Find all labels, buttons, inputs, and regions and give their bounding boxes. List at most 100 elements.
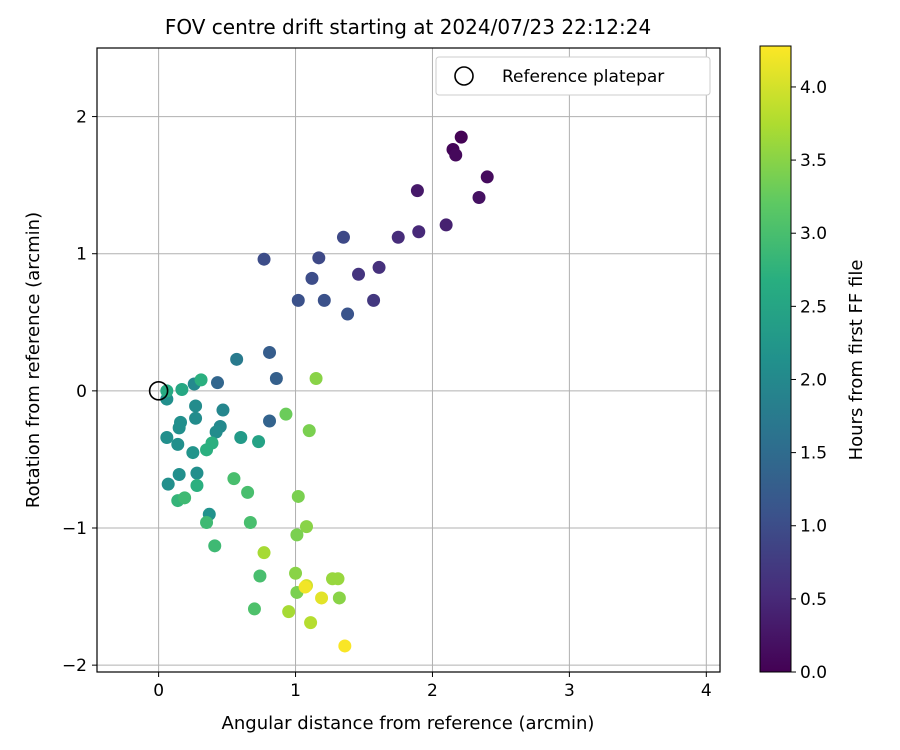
data-point [186, 446, 200, 460]
data-point [171, 437, 185, 451]
data-point [317, 293, 331, 307]
legend: Reference platepar [435, 56, 711, 96]
y-tick-label: 2 [76, 108, 87, 128]
colorbar-gradient [759, 45, 792, 673]
data-point [336, 230, 350, 244]
x-tick-label: 1 [290, 681, 301, 701]
data-point [216, 403, 230, 417]
data-point [269, 372, 283, 386]
y-tick-label: −1 [62, 519, 87, 539]
data-point [341, 307, 355, 321]
data-point [227, 472, 241, 486]
data-point [194, 373, 208, 387]
data-point [172, 421, 186, 435]
reference-layer [148, 381, 169, 401]
data-point [161, 477, 175, 491]
x-axis-label: Angular distance from reference (arcmin) [222, 713, 595, 734]
colorbar-tick-label: 3.0 [800, 224, 827, 244]
data-point [332, 591, 346, 605]
data-point [230, 352, 244, 366]
data-point [263, 345, 277, 359]
data-point [190, 466, 204, 480]
colorbar-tick-label: 0.5 [800, 590, 827, 610]
data-point [243, 516, 257, 530]
y-tick-label: 1 [76, 245, 87, 265]
data-point [210, 376, 224, 390]
colorbar-tick-label: 4.0 [800, 78, 827, 98]
data-point [391, 230, 405, 244]
data-point [263, 414, 277, 428]
data-point [305, 271, 319, 285]
data-point [257, 252, 271, 266]
data-point [410, 184, 424, 198]
data-point [367, 293, 381, 307]
data-point [279, 407, 293, 421]
data-point [282, 605, 296, 619]
data-point [449, 148, 463, 162]
data-point [472, 190, 486, 204]
data-point [352, 267, 366, 281]
data-point [252, 435, 266, 449]
data-point [247, 602, 261, 616]
data-point [291, 293, 305, 307]
legend-label: Reference platepar [502, 67, 664, 87]
reference-platepar-marker [148, 381, 169, 401]
colorbar-tick-label: 2.5 [800, 297, 827, 317]
data-point [304, 616, 318, 630]
colorbar-tick-label: 2.0 [800, 370, 827, 390]
y-tick-label: −2 [62, 656, 87, 676]
x-axis-ticks: 0 1 2 3 4 [153, 672, 712, 701]
legend-box [435, 56, 711, 96]
colorbar-tick-label: 0.0 [800, 663, 827, 683]
plot-frame [96, 47, 721, 673]
data-point [315, 591, 329, 605]
colorbar-tick-label: 3.5 [800, 151, 827, 171]
data-point [172, 468, 186, 482]
data-point [175, 382, 189, 396]
data-point [257, 546, 271, 560]
chart-title: FOV centre drift starting at 2024/07/23 … [165, 15, 651, 39]
colorbar-tick-label: 1.0 [800, 517, 827, 537]
grid-lines [97, 48, 720, 672]
data-points [160, 130, 494, 653]
data-point [372, 260, 386, 274]
data-point [160, 430, 174, 444]
data-point [190, 478, 204, 492]
data-point [234, 430, 248, 444]
data-point [312, 251, 326, 265]
data-point [209, 425, 223, 439]
data-point [454, 130, 468, 144]
data-point [480, 170, 494, 184]
data-point [299, 520, 313, 534]
data-point [178, 491, 192, 505]
x-tick-label: 3 [564, 681, 575, 701]
data-point [289, 566, 303, 580]
x-tick-label: 2 [427, 681, 438, 701]
data-point [309, 372, 323, 386]
data-point [241, 485, 255, 499]
colorbar: 0.0 0.5 1.0 1.5 2.0 2.5 3.0 3.5 4.0 Hours from f… [759, 45, 867, 683]
x-tick-label: 0 [153, 681, 164, 701]
colorbar-label: Hours from first FF file [846, 260, 867, 461]
y-tick-label: 0 [76, 382, 87, 402]
data-point [331, 572, 345, 586]
data-point [253, 569, 267, 583]
data-point [200, 516, 214, 530]
data-point [189, 411, 203, 425]
colorbar-ticks: 0.0 0.5 1.0 1.5 2.0 2.5 3.0 3.5 4.0 [791, 78, 827, 683]
y-axis-label: Rotation from reference (arcmin) [23, 212, 44, 508]
data-point [412, 225, 426, 239]
data-point [208, 539, 222, 553]
data-point [291, 489, 305, 503]
colorbar-tick-label: 1.5 [800, 444, 827, 464]
data-point [338, 639, 352, 653]
y-axis-ticks: −2 −1 0 1 2 [62, 108, 97, 676]
x-tick-label: 4 [701, 681, 712, 701]
legend-marker-icon [454, 66, 474, 86]
data-point [439, 218, 453, 232]
data-point [189, 399, 203, 413]
data-point [200, 443, 214, 457]
data-point [298, 580, 312, 594]
data-point [302, 424, 316, 438]
